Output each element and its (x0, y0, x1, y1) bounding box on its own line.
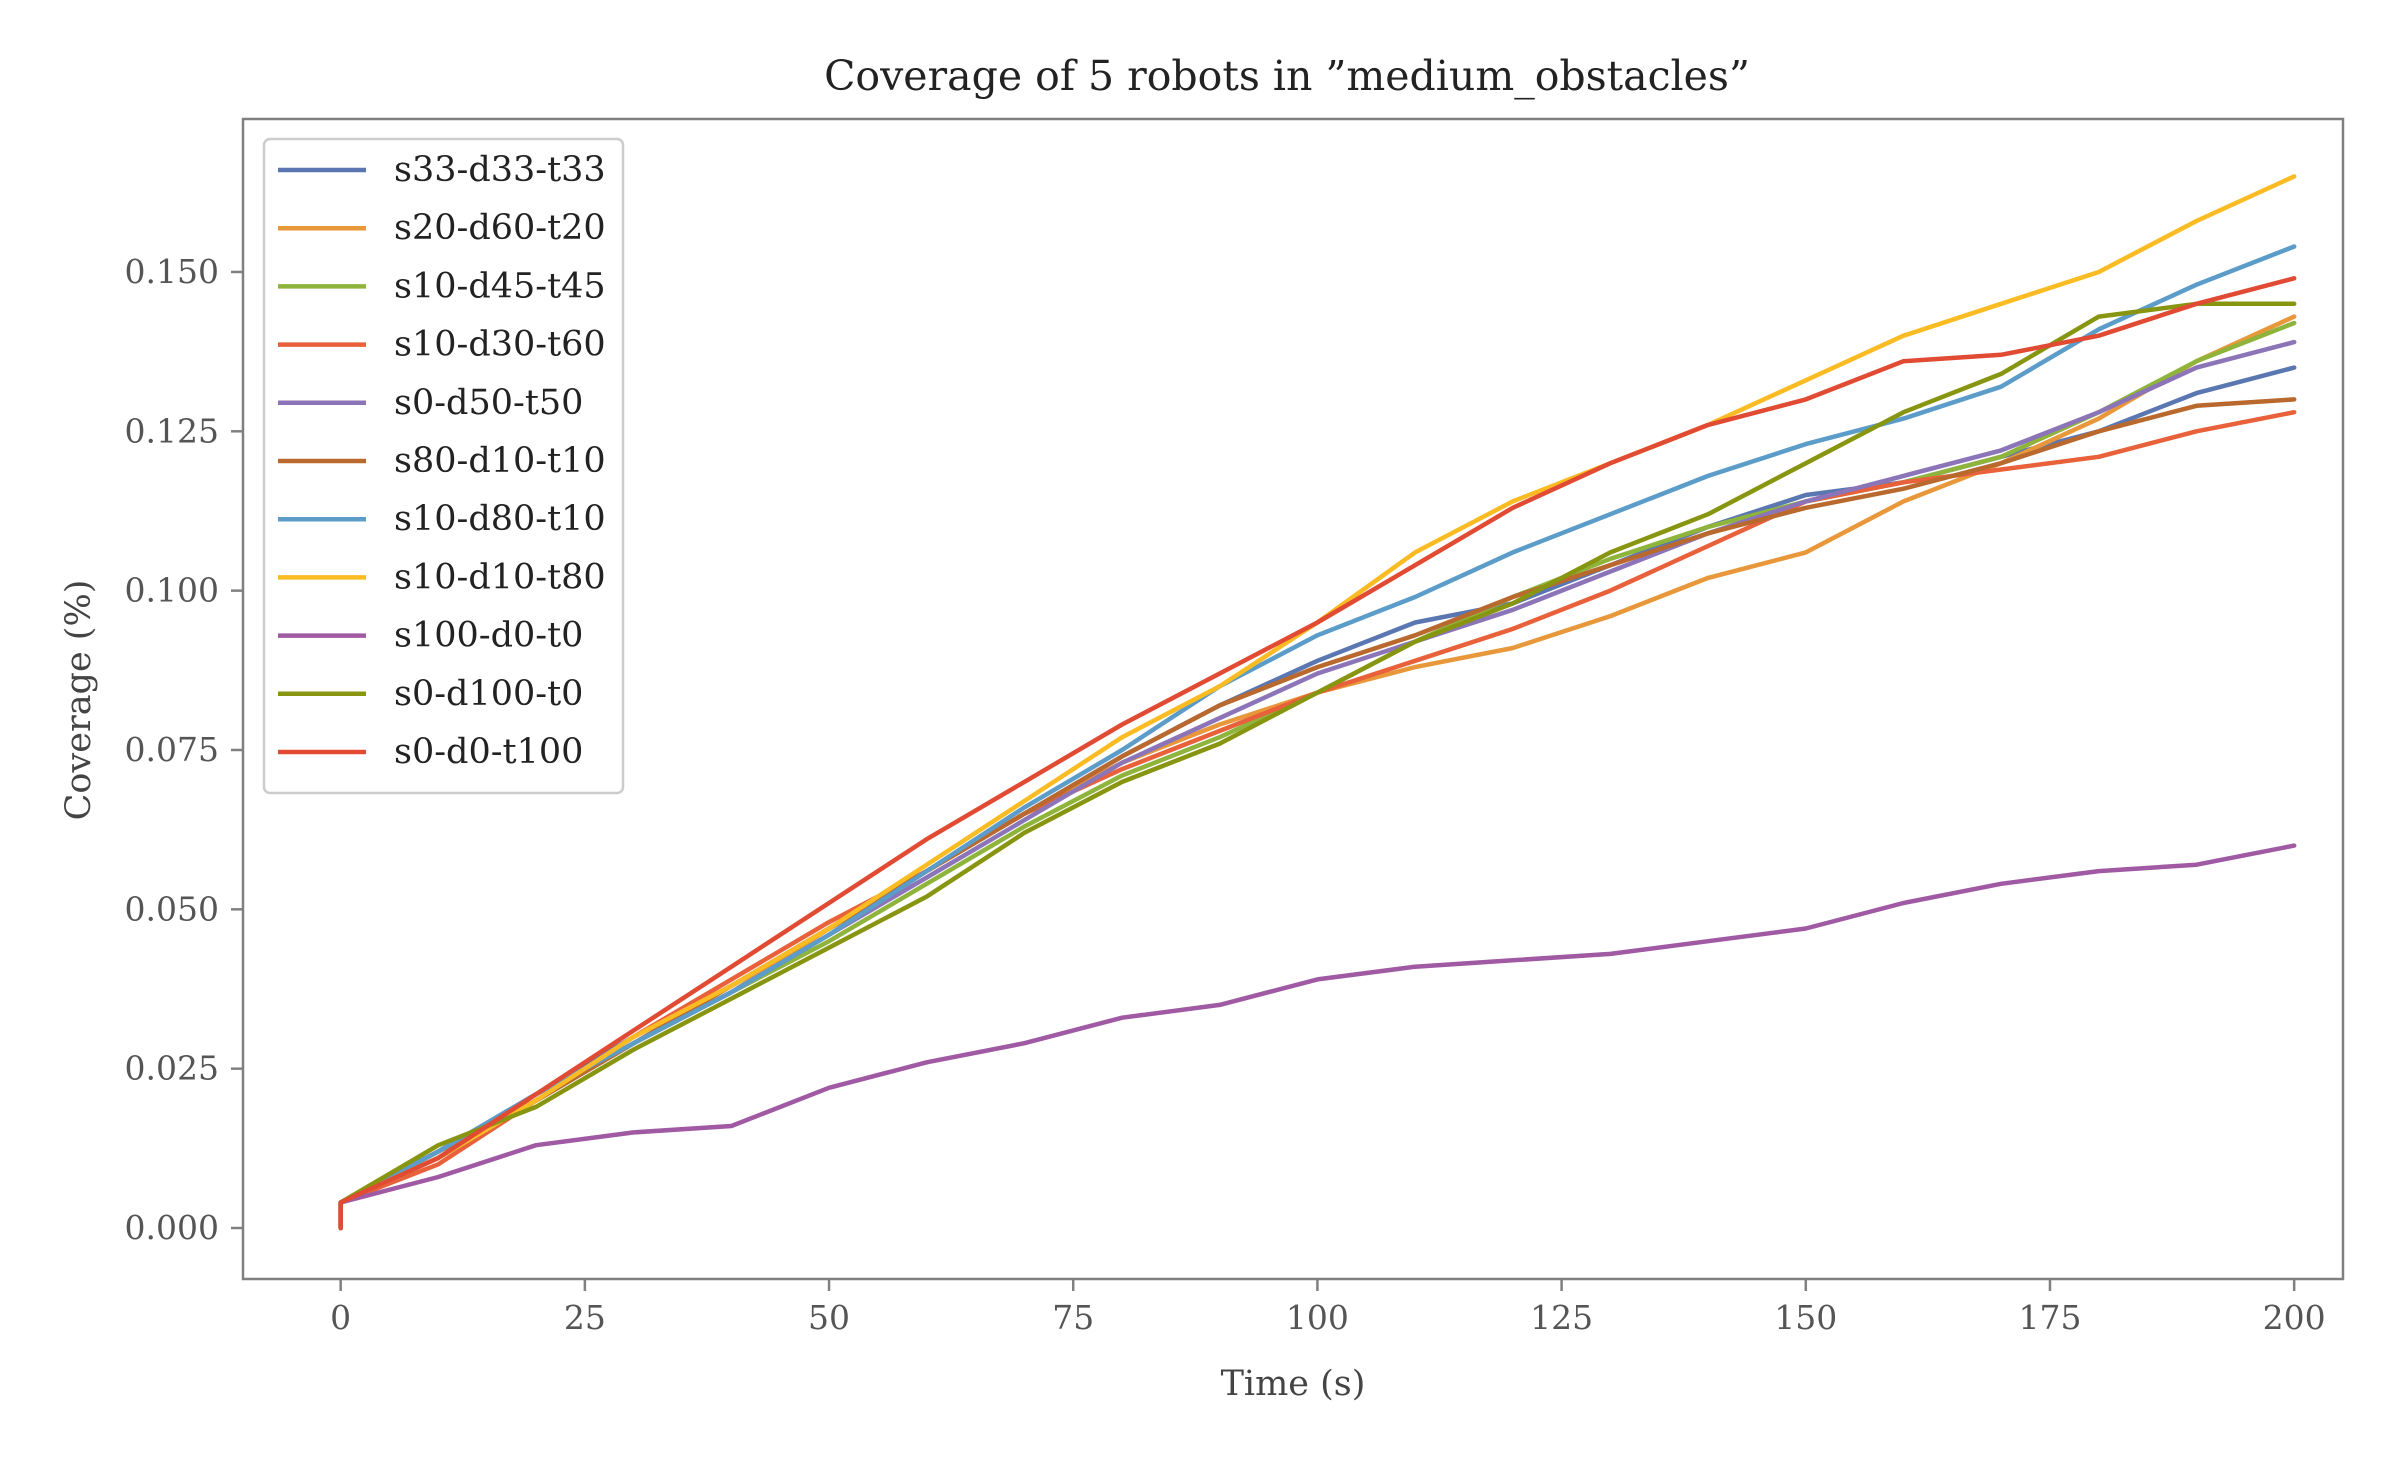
plot-frame (241, 117, 2345, 1281)
legend-label: s10-d45-t45 (394, 266, 606, 306)
y-tick-label: 0.125 (125, 411, 219, 450)
y-axis-label: Coverage (%) (59, 580, 99, 821)
legend-label: s0-d50-t50 (394, 383, 583, 423)
y-tick-label: 0.050 (125, 889, 219, 928)
series-line-s80-d10-t10 (338, 397, 2297, 1231)
x-tick-label: 25 (564, 1298, 606, 1337)
x-tick-label: 0 (330, 1298, 351, 1337)
legend-label: s10-d80-t10 (394, 499, 606, 539)
y-tick-label: 0.075 (125, 730, 219, 769)
legend-label: s80-d10-t10 (394, 441, 606, 481)
legend-label: s10-d30-t60 (394, 325, 606, 365)
y-tick-label: 0.025 (125, 1049, 219, 1088)
y-tick-label: 0.000 (125, 1208, 219, 1247)
x-tick-label: 175 (2018, 1298, 2081, 1337)
x-tick-label: 100 (1286, 1298, 1349, 1337)
legend-frame (262, 137, 625, 795)
chart-title: Coverage of 5 robots in ”medium_obstacle… (824, 52, 1750, 100)
x-tick-label: 75 (1052, 1298, 1094, 1337)
y-tick-label: 0.100 (125, 571, 219, 610)
plot-lines (338, 174, 2297, 1231)
legend-label: s100-d0-t0 (394, 616, 583, 656)
legend-label: s33-d33-t33 (394, 150, 606, 190)
x-axis-label: Time (s) (1221, 1364, 1366, 1404)
y-axis: 0.000 0.025 0.050 0.075 0.100 0.125 0.150 (125, 252, 243, 1247)
x-tick-label: 200 (2263, 1298, 2326, 1337)
x-tick-label: 125 (1530, 1298, 1593, 1337)
legend-label: s20-d60-t20 (394, 208, 606, 248)
legend-label: s0-d0-t100 (394, 732, 583, 772)
legend-label: s0-d100-t0 (394, 674, 583, 714)
series-line-s0-d0-t100 (338, 276, 2297, 1231)
series-line-s0-d100-t0 (338, 301, 2297, 1231)
series-line-s10-d10-t80 (338, 174, 2297, 1231)
legend: s33-d33-t33 s20-d60-t20 s10-d45-t45 s10-d30… (262, 137, 625, 795)
x-tick-label: 50 (808, 1298, 850, 1337)
y-tick-label: 0.150 (125, 252, 219, 291)
x-tick-label: 150 (1774, 1298, 1837, 1337)
series-line-s100-d0-t0 (338, 843, 2297, 1231)
legend-label: s10-d10-t80 (394, 557, 606, 597)
x-axis: 0 25 50 75 100 125 150 175 200 (330, 1279, 2326, 1337)
